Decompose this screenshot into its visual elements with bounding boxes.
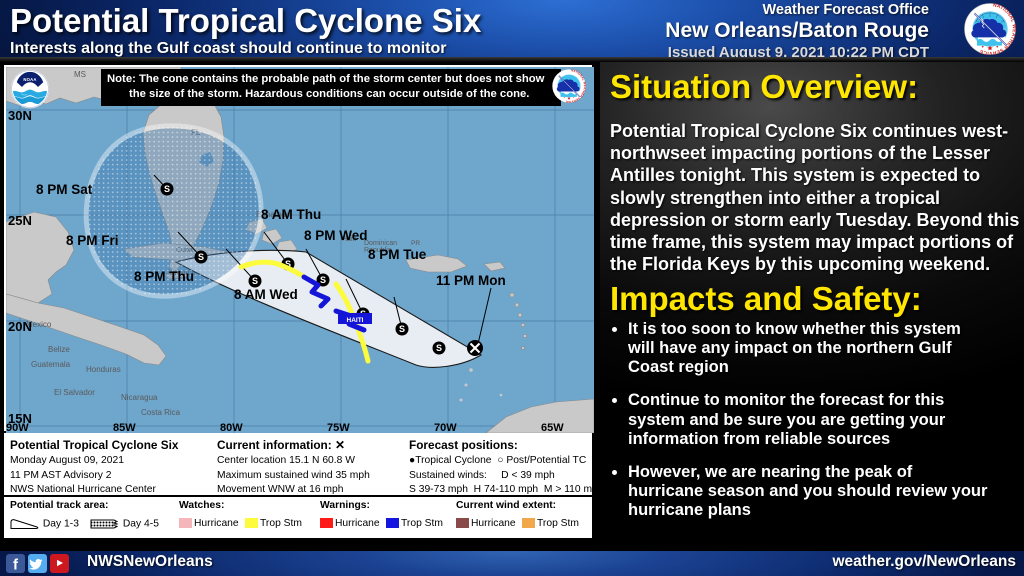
- svg-text:70W: 70W: [434, 422, 457, 433]
- svg-text:El Salvador: El Salvador: [54, 388, 95, 397]
- svg-text:30N: 30N: [8, 108, 32, 123]
- svg-text:S: S: [164, 184, 170, 194]
- svg-text:S: S: [436, 343, 442, 353]
- svg-text:PR: PR: [411, 240, 420, 247]
- svg-text:8 PM Thu: 8 PM Thu: [134, 269, 194, 284]
- svg-text:90W: 90W: [6, 422, 29, 433]
- svg-text:Honduras: Honduras: [86, 365, 121, 374]
- svg-text:S: S: [198, 252, 204, 262]
- svg-text:8 PM Fri: 8 PM Fri: [66, 233, 119, 248]
- svg-text:8 PM Tue: 8 PM Tue: [368, 247, 427, 262]
- svg-text:S: S: [399, 324, 405, 334]
- svg-text:S: S: [320, 275, 326, 285]
- svg-text:Belize: Belize: [48, 345, 70, 354]
- svg-text:8 PM Wed: 8 PM Wed: [304, 228, 368, 243]
- svg-text:HAITI: HAITI: [347, 317, 364, 324]
- svg-text:S: S: [252, 276, 258, 286]
- svg-text:8 PM Sat: 8 PM Sat: [36, 182, 93, 197]
- svg-text:8 AM Thu: 8 AM Thu: [261, 207, 321, 222]
- svg-text:75W: 75W: [327, 422, 350, 433]
- svg-text:8 AM Wed: 8 AM Wed: [234, 287, 298, 302]
- svg-text:Guatemala: Guatemala: [31, 360, 71, 369]
- svg-text:85W: 85W: [113, 422, 136, 433]
- svg-text:80W: 80W: [220, 422, 243, 433]
- svg-text:Nicaragua: Nicaragua: [121, 393, 158, 402]
- svg-text:20N: 20N: [8, 319, 32, 334]
- svg-text:11 PM Mon: 11 PM Mon: [436, 273, 506, 288]
- svg-text:25N: 25N: [8, 213, 32, 228]
- svg-text:NOAA: NOAA: [23, 77, 36, 82]
- svg-text:MS: MS: [74, 70, 86, 79]
- svg-text:65W: 65W: [541, 422, 564, 433]
- svg-text:Dominican: Dominican: [364, 240, 397, 247]
- svg-text:Costa Rica: Costa Rica: [141, 408, 181, 417]
